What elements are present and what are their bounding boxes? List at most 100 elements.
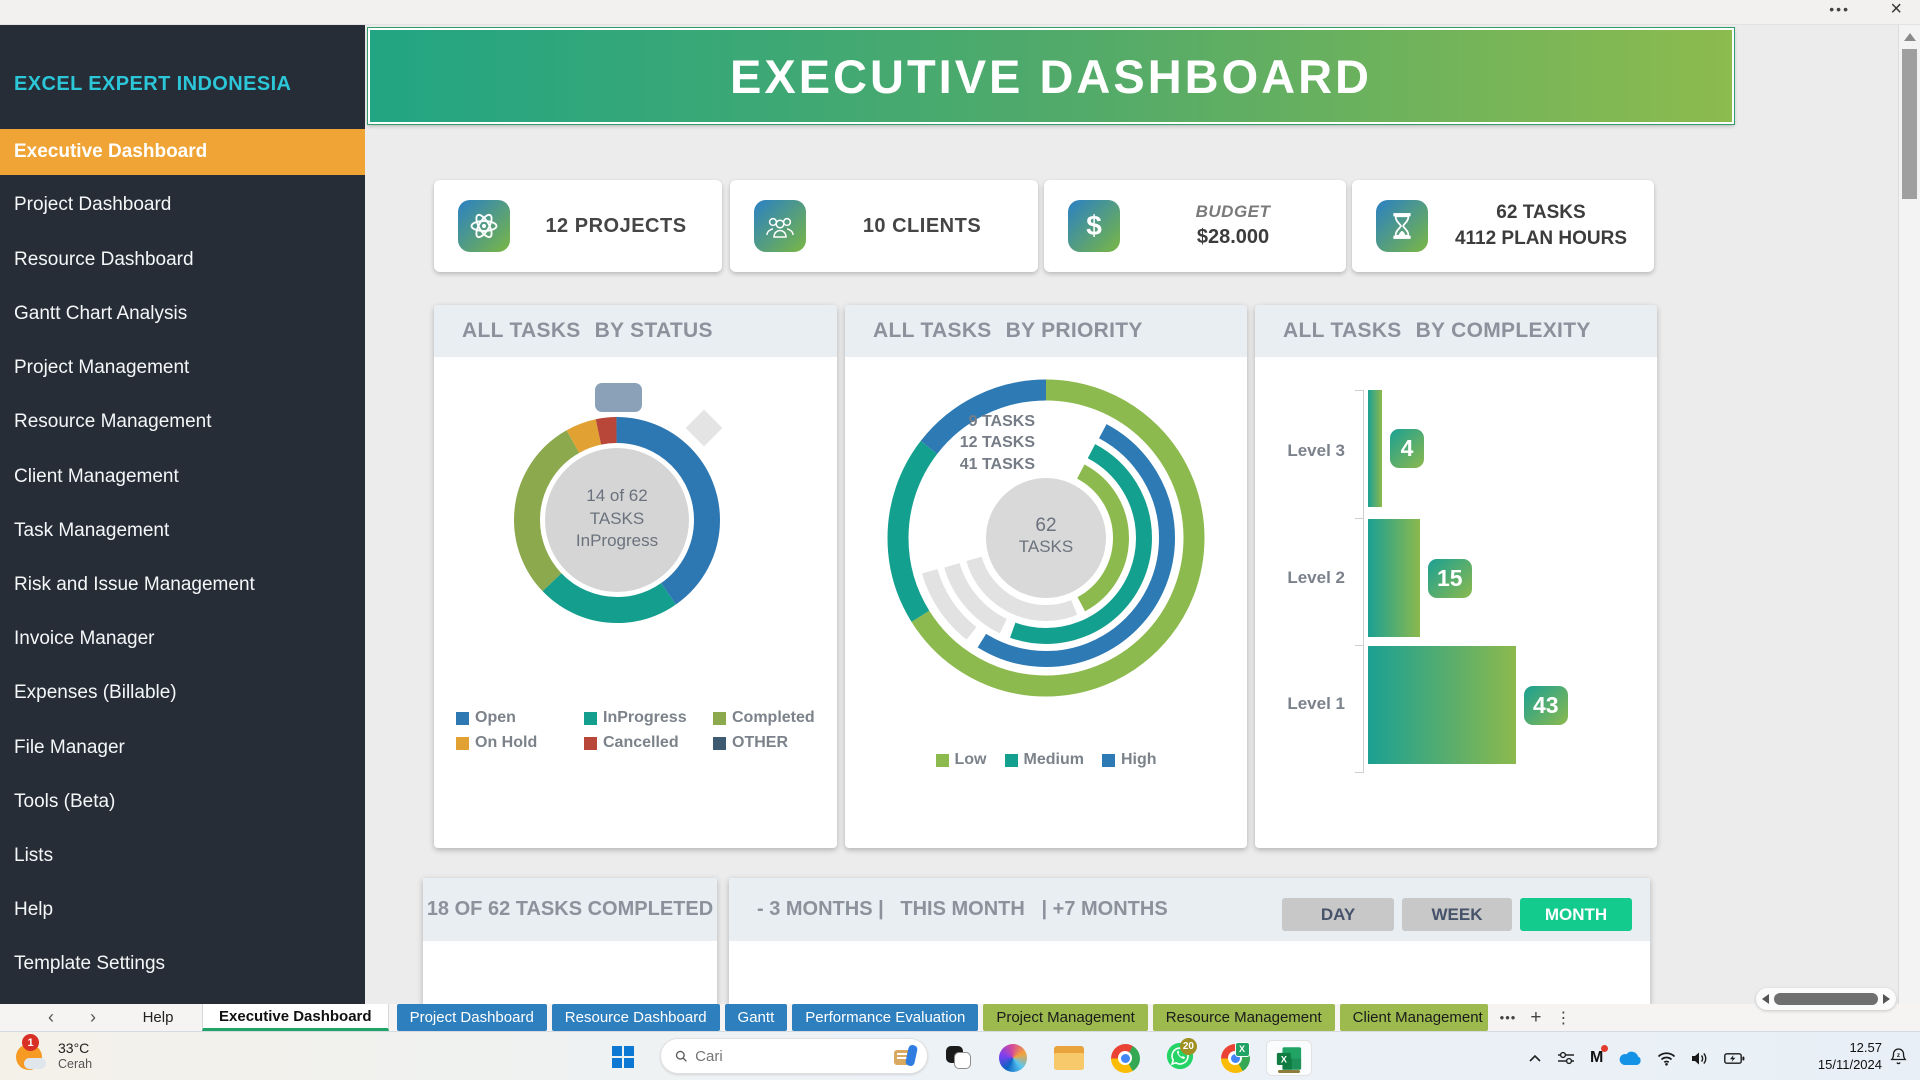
week-button[interactable]: WEEK xyxy=(1402,898,1512,931)
file-explorer-button[interactable] xyxy=(1046,1040,1092,1076)
legend-swatch xyxy=(584,711,597,725)
legend-swatch xyxy=(713,736,726,750)
status-title-prefix: ALL TASKS xyxy=(462,319,581,342)
sidebar-item-risk-issue-management[interactable]: Risk and Issue Management xyxy=(14,574,255,595)
timeline-panel: - 3 MONTHS | THIS MONTH | +7 MONTHS DAY … xyxy=(729,878,1650,1004)
sidebar-item-gantt-chart-analysis[interactable]: Gantt Chart Analysis xyxy=(14,303,188,324)
priority-panel-header: ALL TASKS BY PRIORITY xyxy=(845,305,1247,357)
weather-desc: Cerah xyxy=(58,1057,93,1072)
kpi-card-budget: $ BUDGET $28.000 xyxy=(1044,180,1346,272)
sidebar-item-invoice-manager[interactable]: Invoice Manager xyxy=(14,628,155,649)
battery-icon[interactable] xyxy=(1724,1052,1745,1065)
taskbar-clock[interactable]: 12.57 15/11/2024 xyxy=(1796,1040,1882,1074)
timeline-title: - 3 MONTHS | THIS MONTH | +7 MONTHS xyxy=(757,898,1168,920)
weather-widget[interactable]: 1 33°C Cerah xyxy=(14,1034,93,1074)
start-button[interactable] xyxy=(612,1046,634,1068)
sheet-nav-prev-icon[interactable]: ‹ xyxy=(48,1007,54,1027)
sidebar-item-template-settings[interactable]: Template Settings xyxy=(14,953,166,974)
clients-icon xyxy=(754,200,806,252)
sidebar-item-project-management[interactable]: Project Management xyxy=(14,357,190,378)
status-title-suffix: BY STATUS xyxy=(594,319,713,342)
status-panel: ALL TASKS BY STATUS 14 of 62 TASKS InPro… xyxy=(434,305,837,848)
sidebar-item-lists[interactable]: Lists xyxy=(14,845,54,866)
sheet-nav-next-icon[interactable]: › xyxy=(90,1007,96,1027)
sidebar-item-resource-dashboard[interactable]: Resource Dashboard xyxy=(14,249,194,270)
hscroll-right-icon[interactable] xyxy=(1883,994,1890,1004)
chrome-excel-icon: X xyxy=(1220,1041,1250,1073)
sheet-tab-gantt[interactable]: Gantt xyxy=(724,1004,788,1031)
legend-swatch xyxy=(456,711,469,725)
tab-overflow-icon[interactable]: ••• xyxy=(1499,1010,1517,1025)
copilot-icon xyxy=(999,1044,1027,1072)
sidebar-item-task-management[interactable]: Task Management xyxy=(14,520,170,541)
month-button[interactable]: MONTH xyxy=(1520,898,1632,931)
sheet-tab-client-management[interactable]: Client Management xyxy=(1339,1004,1488,1031)
tabstrip-spacer xyxy=(0,1004,30,1031)
clock-date: 15/11/2024 xyxy=(1817,1056,1882,1072)
active-app-indicator xyxy=(1278,1070,1300,1073)
priority-panel: ALL TASKS BY PRIORITY 9 TASKS 12 TASKS 4… xyxy=(845,305,1247,848)
tray-sliders-icon[interactable] xyxy=(1557,1050,1575,1066)
day-button[interactable]: DAY xyxy=(1282,898,1394,931)
search-input[interactable] xyxy=(695,1047,895,1065)
sidebar-item-executive-dashboard[interactable]: Executive Dashboard xyxy=(0,129,365,175)
notification-bell-icon[interactable]: z xyxy=(1890,1047,1907,1070)
volume-icon[interactable] xyxy=(1691,1051,1709,1066)
page-title: EXECUTIVE DASHBOARD xyxy=(730,49,1372,103)
window-more-icon[interactable]: ••• xyxy=(1829,1,1850,17)
priority-center-label: 62 TASKS xyxy=(1018,515,1074,556)
sidebar-item-resource-management[interactable]: Resource Management xyxy=(14,411,212,432)
vertical-scrollbar-thumb[interactable] xyxy=(1902,49,1917,199)
window-close-icon[interactable]: × xyxy=(1890,0,1902,20)
tab-menu-icon[interactable]: ⋮ xyxy=(1555,1009,1572,1027)
sidebar-item-file-manager[interactable]: File Manager xyxy=(14,737,125,758)
dashboard-banner: EXECUTIVE DASHBOARD xyxy=(367,27,1735,125)
horizontal-scrollbar[interactable] xyxy=(1756,988,1896,1010)
sheet-tab-project-dashboard[interactable]: Project Dashboard xyxy=(396,1004,547,1031)
hourglass-icon xyxy=(1376,200,1428,252)
tasks-completed-panel: 18 OF 62 TASKS COMPLETED xyxy=(423,878,717,1004)
scroll-up-arrow-icon[interactable] xyxy=(1904,33,1916,41)
level-2-label: Level 2 xyxy=(1287,568,1345,587)
sidebar-item-help[interactable]: Help xyxy=(14,899,54,920)
sidebar-item-tools-beta[interactable]: Tools (Beta) xyxy=(14,791,116,812)
priority-title-suffix: BY PRIORITY xyxy=(1005,319,1143,342)
legend-item-low: Low xyxy=(935,751,987,769)
sheet-tab-project-management[interactable]: Project Management xyxy=(983,1004,1148,1031)
sidebar-item-expenses-billable[interactable]: Expenses (Billable) xyxy=(14,682,177,703)
sheet-tab-performance-evaluation[interactable]: Performance Evaluation xyxy=(792,1004,979,1031)
legend-swatch xyxy=(935,753,949,767)
sheet-tab-resource-management[interactable]: Resource Management xyxy=(1152,1004,1335,1031)
notification-badge: 1 xyxy=(22,1034,39,1051)
low-tasks-label: 41 TASKS xyxy=(959,455,1035,473)
hscroll-thumb[interactable] xyxy=(1774,993,1878,1005)
tray-m-app-icon[interactable]: M xyxy=(1590,1045,1609,1067)
whatsapp-badge: 20 xyxy=(1179,1037,1197,1055)
sheet-tab-help[interactable]: Help xyxy=(142,1009,174,1026)
copilot-button[interactable] xyxy=(990,1040,1036,1076)
legend-item-completed: Completed xyxy=(713,709,826,727)
excel-button-active[interactable]: X xyxy=(1266,1040,1312,1076)
high-tasks-label: 9 TASKS xyxy=(968,413,1035,430)
whatsapp-icon: 20 xyxy=(1165,1037,1197,1076)
sheet-tab-resource-dashboard[interactable]: Resource Dashboard xyxy=(551,1004,720,1031)
bar-chart-axis xyxy=(1363,390,1364,772)
sidebar-item-project-dashboard[interactable]: Project Dashboard xyxy=(14,194,172,215)
hscroll-left-icon[interactable] xyxy=(1762,994,1769,1004)
sheet-tab-executive-dashboard[interactable]: Executive Dashboard xyxy=(202,1004,389,1031)
task-view-button[interactable] xyxy=(936,1040,982,1076)
taskbar-search[interactable] xyxy=(660,1038,928,1074)
chrome-button[interactable] xyxy=(1102,1040,1148,1076)
tray-chevron-up-icon[interactable] xyxy=(1528,1054,1542,1063)
axis-tick xyxy=(1355,772,1364,773)
vertical-scrollbar[interactable] xyxy=(1898,25,1920,1004)
chrome-profile-button[interactable]: X xyxy=(1212,1040,1258,1076)
wifi-icon[interactable] xyxy=(1657,1051,1676,1066)
add-sheet-icon[interactable]: + xyxy=(1530,1006,1542,1028)
legend-swatch xyxy=(1101,753,1115,767)
onedrive-cloud-icon[interactable] xyxy=(1618,1051,1642,1066)
sidebar-item-client-management[interactable]: Client Management xyxy=(14,466,179,487)
windows-taskbar: 1 33°C Cerah xyxy=(0,1031,1920,1080)
whatsapp-button[interactable]: 20 xyxy=(1157,1037,1203,1076)
brand-title: EXCEL EXPERT INDONESIA xyxy=(14,73,292,95)
